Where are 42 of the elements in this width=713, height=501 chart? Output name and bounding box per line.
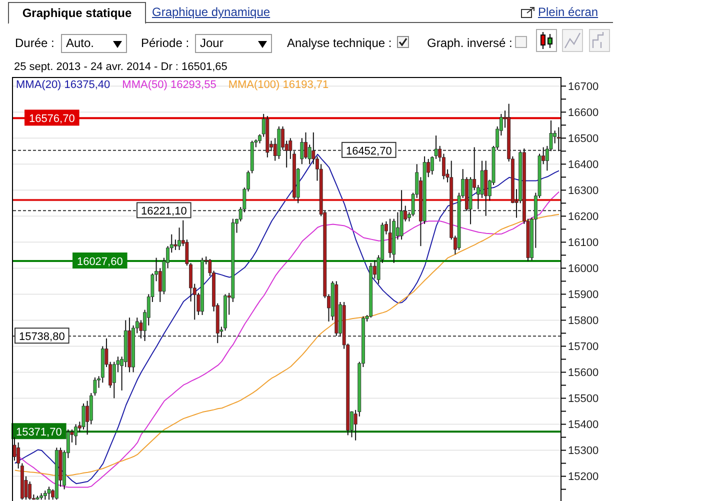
y-tick-label: 16100 bbox=[568, 237, 599, 250]
y-tick-label: 15800 bbox=[568, 315, 599, 328]
y-tick-label: 15900 bbox=[568, 289, 599, 302]
y-tick-label: 16500 bbox=[568, 133, 599, 146]
text: Durée : bbox=[15, 36, 54, 50]
candlestick bbox=[43, 490, 47, 500]
text: MMA(50) 16293,55 bbox=[122, 79, 216, 91]
candlestick bbox=[174, 239, 178, 250]
text: Graphique statique bbox=[8, 2, 146, 24]
candlestick bbox=[47, 486, 51, 500]
y-tick-label: 15700 bbox=[568, 341, 599, 354]
chart-title: 25 sept. 2013 - 24 avr. 2014 - Dr : 16501,65 bbox=[14, 61, 228, 73]
y-tick-label: 15500 bbox=[568, 393, 599, 406]
ref-line-label: 15738,80 bbox=[18, 331, 65, 344]
candlestick bbox=[28, 480, 32, 500]
y-tick-label: 15300 bbox=[568, 445, 599, 458]
text: Jour bbox=[200, 36, 224, 50]
y-tick-label: 16400 bbox=[568, 159, 599, 172]
y-tick-label: 16700 bbox=[568, 81, 599, 94]
ref-line-label: 16221,10 bbox=[140, 206, 187, 218]
text: Graphique dynamique bbox=[152, 5, 270, 19]
y-tick-label: 16600 bbox=[568, 107, 599, 120]
ref-line-label: 16027,60 bbox=[76, 256, 123, 268]
candlestick bbox=[388, 218, 392, 258]
y-tick-label: 16300 bbox=[568, 185, 599, 198]
ref-line-label: 16576,70 bbox=[28, 113, 75, 126]
y-tick-label: 16000 bbox=[568, 263, 599, 276]
text: Analyse technique : bbox=[287, 36, 392, 50]
text: Graph. inversé : bbox=[427, 36, 512, 50]
ref-line-label: 15371,70 bbox=[16, 426, 62, 439]
text: MMA(20) 16375,40 bbox=[16, 79, 110, 91]
text: Auto. bbox=[66, 36, 94, 50]
candlestick bbox=[74, 424, 78, 446]
y-tick-label: 15400 bbox=[568, 419, 599, 432]
text: Plein écran bbox=[538, 5, 598, 19]
candlestick bbox=[556, 126, 560, 152]
text: Période : bbox=[141, 36, 190, 50]
ref-line-label: 16452,70 bbox=[346, 145, 392, 158]
y-tick-label: 15200 bbox=[568, 471, 599, 484]
y-tick-label: 15600 bbox=[568, 367, 599, 380]
text: MMA(100) 16193,71 bbox=[228, 79, 329, 91]
y-tick-label: 16200 bbox=[568, 211, 599, 224]
